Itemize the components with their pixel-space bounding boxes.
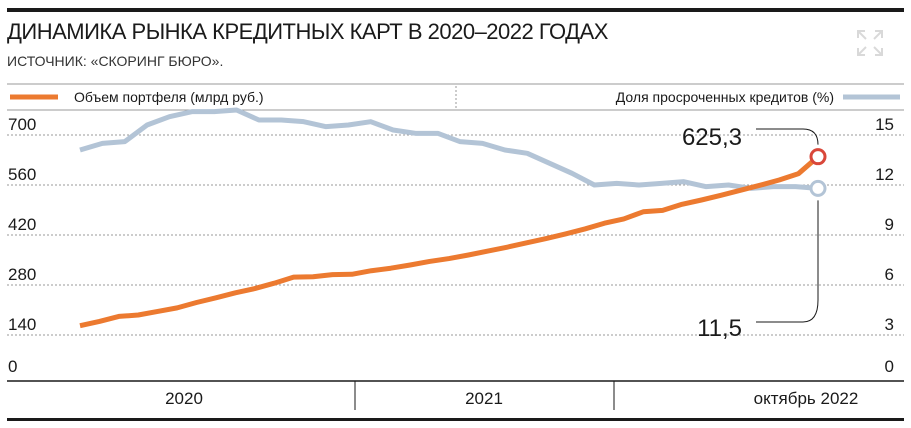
x-tick-label: 2021	[465, 389, 503, 408]
right-tick-label: 9	[885, 215, 894, 234]
right-tick-label: 12	[875, 165, 894, 184]
leader-line-overdue	[756, 200, 819, 323]
x-axis: 2020 2021 октябрь 2022	[7, 380, 904, 410]
top-rule	[7, 8, 904, 12]
endpoint-marker-portfolio	[809, 148, 827, 166]
bottom-rule	[7, 418, 904, 421]
annotation-portfolio-value: 625,3	[682, 124, 742, 151]
right-tick-label: 3	[885, 315, 894, 334]
legend-label-overdue: Доля просроченных кредитов (%)	[616, 89, 834, 105]
left-tick-label: 420	[8, 215, 36, 234]
expand-arrows-icon[interactable]	[855, 28, 885, 58]
x-tick-label: октябрь 2022	[754, 389, 859, 408]
right-tick-label: 6	[885, 265, 894, 284]
annotations: 625,3 11,5	[682, 124, 819, 342]
left-tick-label: 140	[8, 315, 36, 334]
right-tick-label: 15	[875, 115, 894, 134]
left-tick-label: 560	[8, 165, 36, 184]
legend: Объем портфеля (млрд руб.) Доля просрочен…	[7, 83, 904, 111]
left-tick-label: 0	[8, 357, 17, 376]
series-line-overdue	[79, 107, 819, 191]
x-tick-label: 2020	[165, 389, 203, 408]
series	[79, 107, 827, 329]
grid	[7, 134, 904, 336]
leader-line-portfolio	[756, 128, 819, 145]
annotation-overdue-value: 11,5	[697, 315, 742, 342]
legend-label-portfolio: Объем портфеля (млрд руб.)	[74, 89, 264, 105]
series-line-portfolio	[79, 154, 820, 329]
axes: 0 140 280 420 560 700 0 3 6 9 12 15	[8, 115, 894, 376]
left-tick-label: 700	[8, 115, 36, 134]
chart-source: ИСТОЧНИК: «СКОРИНГ БЮРО».	[7, 53, 224, 69]
right-tick-label: 0	[885, 357, 894, 376]
endpoint-marker-overdue	[809, 179, 827, 197]
chart-title: ДИНАМИКА РЫНКА КРЕДИТНЫХ КАРТ В 2020–202…	[7, 19, 608, 44]
left-tick-label: 280	[8, 265, 36, 284]
